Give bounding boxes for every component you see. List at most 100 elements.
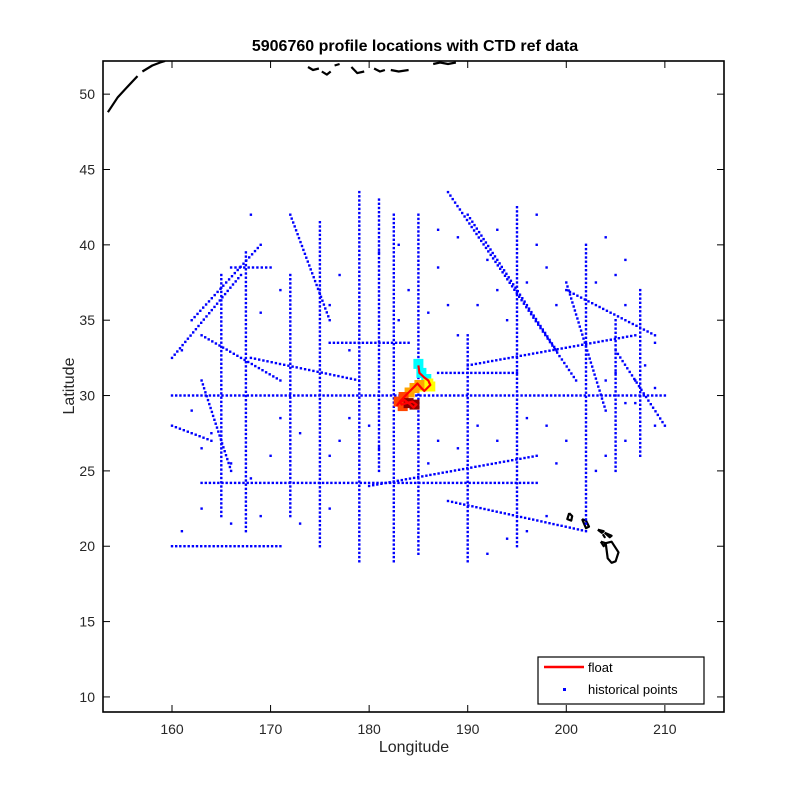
historical-point — [267, 481, 270, 485]
historical-point — [289, 333, 292, 336]
historical-point — [358, 346, 361, 349]
historical-point — [229, 350, 232, 353]
historical-point — [639, 378, 642, 381]
historical-point — [507, 371, 510, 375]
historical-point — [466, 430, 469, 433]
historical-point — [377, 348, 381, 352]
historical-point — [643, 364, 647, 367]
historical-point — [254, 364, 257, 368]
historical-point — [222, 446, 225, 449]
historical-point — [318, 291, 321, 294]
historical-point — [242, 262, 245, 265]
historical-point — [532, 314, 535, 317]
historical-point — [515, 247, 519, 251]
historical-point — [401, 481, 404, 485]
historical-point — [515, 398, 519, 401]
historical-point — [392, 292, 395, 296]
historical-point — [417, 506, 420, 509]
historical-point — [377, 373, 381, 377]
historical-point — [515, 335, 519, 339]
historical-point — [388, 481, 391, 484]
historical-point — [377, 340, 381, 343]
historical-point — [579, 329, 583, 332]
historical-point — [644, 395, 648, 399]
historical-point — [453, 371, 456, 375]
historical-point — [427, 462, 430, 465]
historical-point — [392, 280, 395, 283]
historical-point — [584, 361, 588, 365]
historical-point — [204, 545, 207, 548]
historical-point — [515, 306, 519, 309]
historical-point — [318, 280, 322, 283]
historical-point — [650, 332, 653, 335]
historical-point — [594, 281, 598, 284]
historical-point — [215, 426, 219, 429]
historical-point — [499, 394, 502, 397]
historical-point — [377, 223, 381, 226]
historical-point — [512, 283, 515, 286]
historical-point — [417, 255, 420, 258]
historical-point — [485, 481, 488, 485]
historical-point — [614, 461, 617, 464]
historical-point — [489, 253, 492, 257]
historical-point — [358, 501, 361, 504]
historical-point — [377, 411, 381, 414]
historical-point — [358, 497, 361, 500]
historical-point — [278, 362, 282, 366]
historical-point — [328, 373, 332, 376]
historical-point — [244, 293, 248, 296]
historical-point — [519, 457, 522, 460]
historical-point — [639, 420, 642, 423]
historical-point — [268, 373, 271, 376]
historical-point — [594, 469, 598, 473]
historical-point — [284, 481, 287, 485]
historical-point — [466, 522, 469, 525]
historical-point — [225, 481, 228, 485]
historical-point — [515, 344, 519, 347]
historical-point — [520, 299, 523, 302]
historical-point — [234, 280, 237, 283]
historical-point — [183, 545, 186, 548]
historical-point — [205, 315, 208, 318]
historical-point — [260, 266, 263, 269]
historical-point — [584, 450, 588, 453]
historical-point — [296, 233, 299, 236]
historical-point — [515, 465, 519, 468]
historical-point — [390, 341, 394, 344]
coastline — [106, 75, 139, 113]
historical-point — [324, 307, 327, 310]
historical-point — [392, 276, 395, 279]
historical-point — [460, 481, 463, 485]
historical-point — [289, 299, 292, 302]
historical-point — [266, 360, 269, 363]
historical-point — [229, 266, 233, 269]
historical-point — [482, 243, 485, 246]
historical-point — [417, 221, 420, 225]
historical-point — [200, 321, 203, 324]
historical-point — [576, 317, 579, 320]
historical-point — [584, 294, 588, 297]
historical-point — [358, 434, 361, 437]
historical-point — [377, 273, 381, 276]
historical-point — [289, 294, 292, 298]
historical-point — [392, 242, 395, 246]
historical-point — [507, 513, 511, 516]
historical-points-layer — [170, 190, 667, 563]
historical-point — [515, 293, 519, 297]
historical-point — [528, 517, 531, 520]
historical-point — [392, 343, 395, 346]
historical-point — [377, 447, 381, 450]
historical-point — [639, 433, 642, 436]
historical-point — [244, 251, 248, 254]
historical-point — [417, 263, 420, 267]
historical-point — [200, 447, 203, 450]
historical-point — [475, 227, 478, 230]
historical-point — [244, 314, 248, 317]
historical-point — [291, 365, 294, 368]
historical-point — [296, 481, 300, 485]
historical-point — [392, 326, 395, 329]
historical-point — [358, 392, 361, 395]
historical-point — [318, 406, 322, 409]
historical-point — [358, 337, 361, 341]
x-axis-label: Longitude — [379, 739, 449, 756]
